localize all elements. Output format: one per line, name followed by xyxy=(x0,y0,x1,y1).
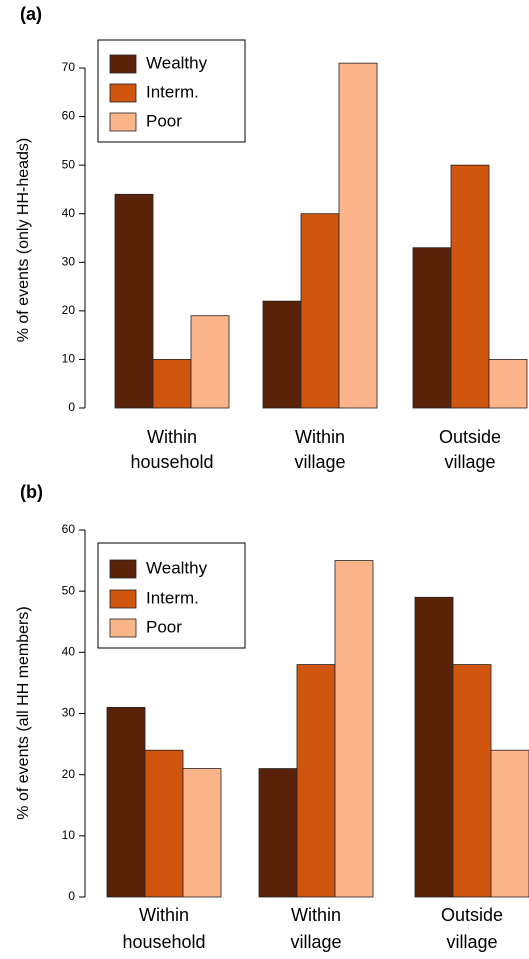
legend-label: Poor xyxy=(146,617,182,636)
x-category-label: household xyxy=(122,932,205,952)
panel-label: (a) xyxy=(20,4,42,24)
y-tick-label: 30 xyxy=(62,254,76,268)
y-tick-label: 40 xyxy=(62,206,76,220)
legend-swatch xyxy=(109,54,137,74)
y-tick-label: 10 xyxy=(62,828,76,842)
y-tick-label: 0 xyxy=(68,400,75,414)
y-tick-label: 70 xyxy=(62,60,76,74)
x-category-label: household xyxy=(130,452,213,472)
x-category-label: Outside xyxy=(439,427,501,447)
legend-swatch xyxy=(109,618,137,638)
legend-swatch xyxy=(109,559,137,579)
bar xyxy=(452,664,492,898)
bar xyxy=(106,706,146,898)
bar xyxy=(190,315,230,409)
legend-swatch xyxy=(109,589,137,609)
x-category-label: Within xyxy=(147,427,197,447)
x-category-label: village xyxy=(290,932,341,952)
x-category-label: Within xyxy=(295,427,345,447)
bar xyxy=(258,768,298,898)
y-tick-label: 40 xyxy=(62,645,76,659)
bar xyxy=(182,768,222,898)
x-category-label: Within xyxy=(291,905,341,925)
y-tick-label: 0 xyxy=(68,889,75,903)
legend-label: Interm. xyxy=(146,588,199,607)
y-axis-label: % of events (all HH members) xyxy=(15,606,32,819)
x-category-label: village xyxy=(446,932,497,952)
x-category-label: village xyxy=(294,452,345,472)
y-tick-label: 60 xyxy=(62,109,76,123)
bar xyxy=(338,62,378,409)
y-axis-label: % of events (only HH-heads) xyxy=(15,138,32,343)
y-tick-label: 10 xyxy=(62,352,76,366)
x-category-label: Outside xyxy=(441,905,503,925)
bar xyxy=(490,749,529,898)
bar xyxy=(414,596,454,898)
legend-label: Poor xyxy=(146,111,182,130)
bar xyxy=(262,300,302,409)
legend-label: Wealthy xyxy=(146,558,208,577)
bar xyxy=(300,213,340,409)
legend-swatch xyxy=(109,83,137,103)
y-tick-label: 50 xyxy=(62,583,76,597)
bar xyxy=(412,247,452,409)
y-tick-label: 30 xyxy=(62,706,76,720)
panel-label: (b) xyxy=(20,482,43,502)
y-tick-label: 50 xyxy=(62,157,76,171)
y-tick-label: 60 xyxy=(62,522,76,536)
y-tick-label: 20 xyxy=(62,767,76,781)
x-category-label: Within xyxy=(139,905,189,925)
bar xyxy=(450,164,490,409)
bar xyxy=(144,749,184,898)
y-tick-label: 20 xyxy=(62,303,76,317)
legend-swatch xyxy=(109,112,137,132)
bar xyxy=(114,193,154,409)
bar xyxy=(334,560,374,898)
bar xyxy=(152,359,192,409)
x-category-label: village xyxy=(444,452,495,472)
legend-label: Wealthy xyxy=(146,53,208,72)
bar xyxy=(296,664,336,898)
bar xyxy=(488,359,528,409)
legend-label: Interm. xyxy=(146,82,199,101)
